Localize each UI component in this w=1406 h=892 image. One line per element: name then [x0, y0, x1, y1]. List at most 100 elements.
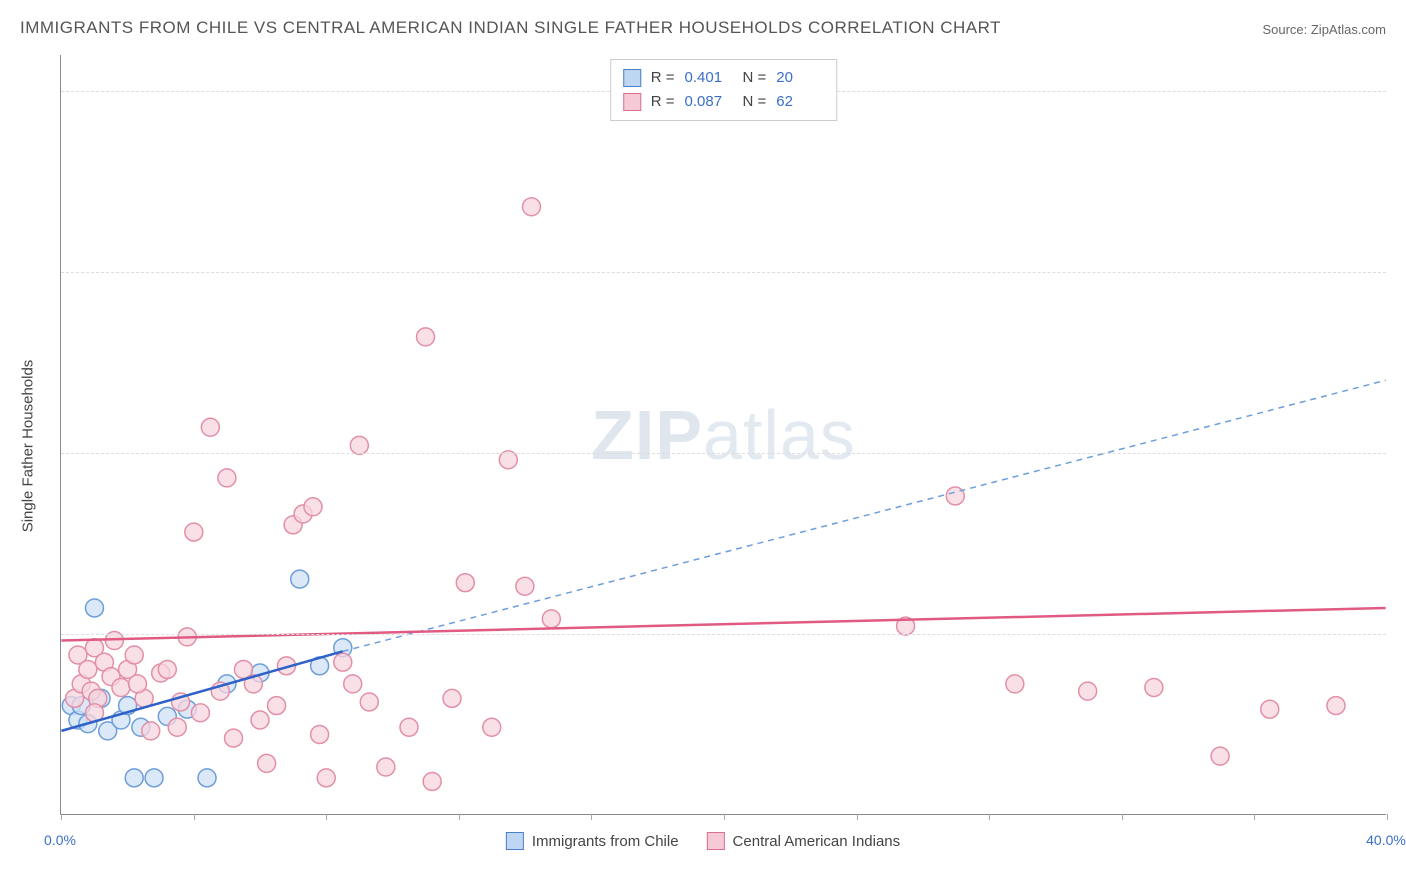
trend-line-extension — [343, 380, 1386, 651]
data-point — [443, 689, 461, 707]
data-point — [1006, 675, 1024, 693]
legend-correlation-box: R =0.401N =20R =0.087N =62 — [610, 59, 838, 121]
data-point — [99, 722, 117, 740]
data-point — [112, 711, 130, 729]
x-tick — [1122, 814, 1123, 820]
data-point — [82, 682, 100, 700]
data-point — [66, 689, 84, 707]
data-point — [251, 664, 269, 682]
x-tick-label: 0.0% — [44, 832, 76, 848]
x-tick — [857, 814, 858, 820]
data-point — [311, 725, 329, 743]
data-point — [334, 653, 352, 671]
data-point — [85, 704, 103, 722]
data-point — [291, 570, 309, 588]
data-point — [145, 769, 163, 787]
source-link[interactable]: ZipAtlas.com — [1311, 22, 1386, 37]
data-point — [417, 328, 435, 346]
trend-line — [61, 651, 342, 731]
data-point — [135, 689, 153, 707]
y-tick-label: 20.0% — [1391, 83, 1406, 99]
data-point — [225, 729, 243, 747]
data-point — [95, 653, 113, 671]
data-point — [119, 697, 137, 715]
data-point — [89, 689, 107, 707]
data-point — [185, 523, 203, 541]
data-point — [158, 660, 176, 678]
y-axis-label: Single Father Households — [20, 360, 37, 533]
data-point — [377, 758, 395, 776]
data-point — [102, 668, 120, 686]
x-tick — [989, 814, 990, 820]
gridline — [61, 634, 1386, 635]
data-point — [234, 660, 252, 678]
data-point — [522, 198, 540, 216]
data-point — [112, 679, 130, 697]
data-point — [178, 700, 196, 718]
legend-series: Immigrants from ChileCentral American In… — [506, 832, 900, 850]
data-point — [125, 646, 143, 664]
x-tick — [61, 814, 62, 820]
data-point — [79, 715, 97, 733]
source-prefix: Source: — [1262, 22, 1310, 37]
watermark-atlas: atlas — [703, 396, 856, 474]
legend-r-label: R = — [651, 66, 675, 90]
x-tick — [591, 814, 592, 820]
data-point — [344, 675, 362, 693]
plot-area: ZIPatlas R =0.401N =20R =0.087N =62 5.0%… — [60, 55, 1386, 815]
source-attribution: Source: ZipAtlas.com — [1262, 22, 1386, 37]
chart-title: IMMIGRANTS FROM CHILE VS CENTRAL AMERICA… — [20, 18, 1001, 38]
data-point — [85, 639, 103, 657]
data-point — [172, 693, 190, 711]
x-tick — [724, 814, 725, 820]
legend-n-label: N = — [743, 90, 767, 114]
data-point — [72, 697, 90, 715]
legend-n-label: N = — [743, 66, 767, 90]
data-point — [334, 639, 352, 657]
data-point — [1079, 682, 1097, 700]
watermark-zip: ZIP — [591, 396, 703, 474]
data-point — [125, 769, 143, 787]
data-point — [72, 675, 90, 693]
data-point — [211, 682, 229, 700]
data-point — [423, 772, 441, 790]
legend-swatch — [623, 93, 641, 111]
data-point — [294, 505, 312, 523]
data-point — [1327, 697, 1345, 715]
data-point — [244, 675, 262, 693]
legend-swatch — [506, 832, 524, 850]
data-point — [218, 469, 236, 487]
data-point — [946, 487, 964, 505]
data-point — [897, 617, 915, 635]
data-point — [132, 718, 150, 736]
x-tick — [326, 814, 327, 820]
y-tick-label: 5.0% — [1391, 626, 1406, 642]
data-point — [1261, 700, 1279, 718]
x-tick-label: 40.0% — [1366, 832, 1406, 848]
data-point — [284, 516, 302, 534]
legend-stat-row: R = 0.401 N = 20 — [623, 66, 825, 90]
x-tick — [194, 814, 195, 820]
data-point — [152, 664, 170, 682]
legend-series-label: Immigrants from Chile — [532, 833, 679, 850]
data-point — [1211, 747, 1229, 765]
legend-n-value: 20 — [776, 66, 824, 90]
data-point — [251, 711, 269, 729]
data-point — [311, 657, 329, 675]
legend-stat-row: R =0.087N =62 — [623, 90, 825, 114]
data-point — [62, 697, 80, 715]
trend-line — [61, 608, 1385, 641]
legend-r-label: R = — [651, 90, 675, 114]
data-point — [69, 711, 87, 729]
data-point — [69, 646, 87, 664]
data-point — [79, 660, 97, 678]
data-point — [168, 718, 186, 736]
data-point — [350, 436, 368, 454]
data-point — [142, 722, 160, 740]
legend-r-value: 0.401 — [685, 66, 733, 90]
data-point — [119, 660, 137, 678]
data-point — [92, 689, 110, 707]
legend-r-value: 0.087 — [685, 90, 733, 114]
data-point — [218, 675, 236, 693]
data-point — [191, 704, 209, 722]
